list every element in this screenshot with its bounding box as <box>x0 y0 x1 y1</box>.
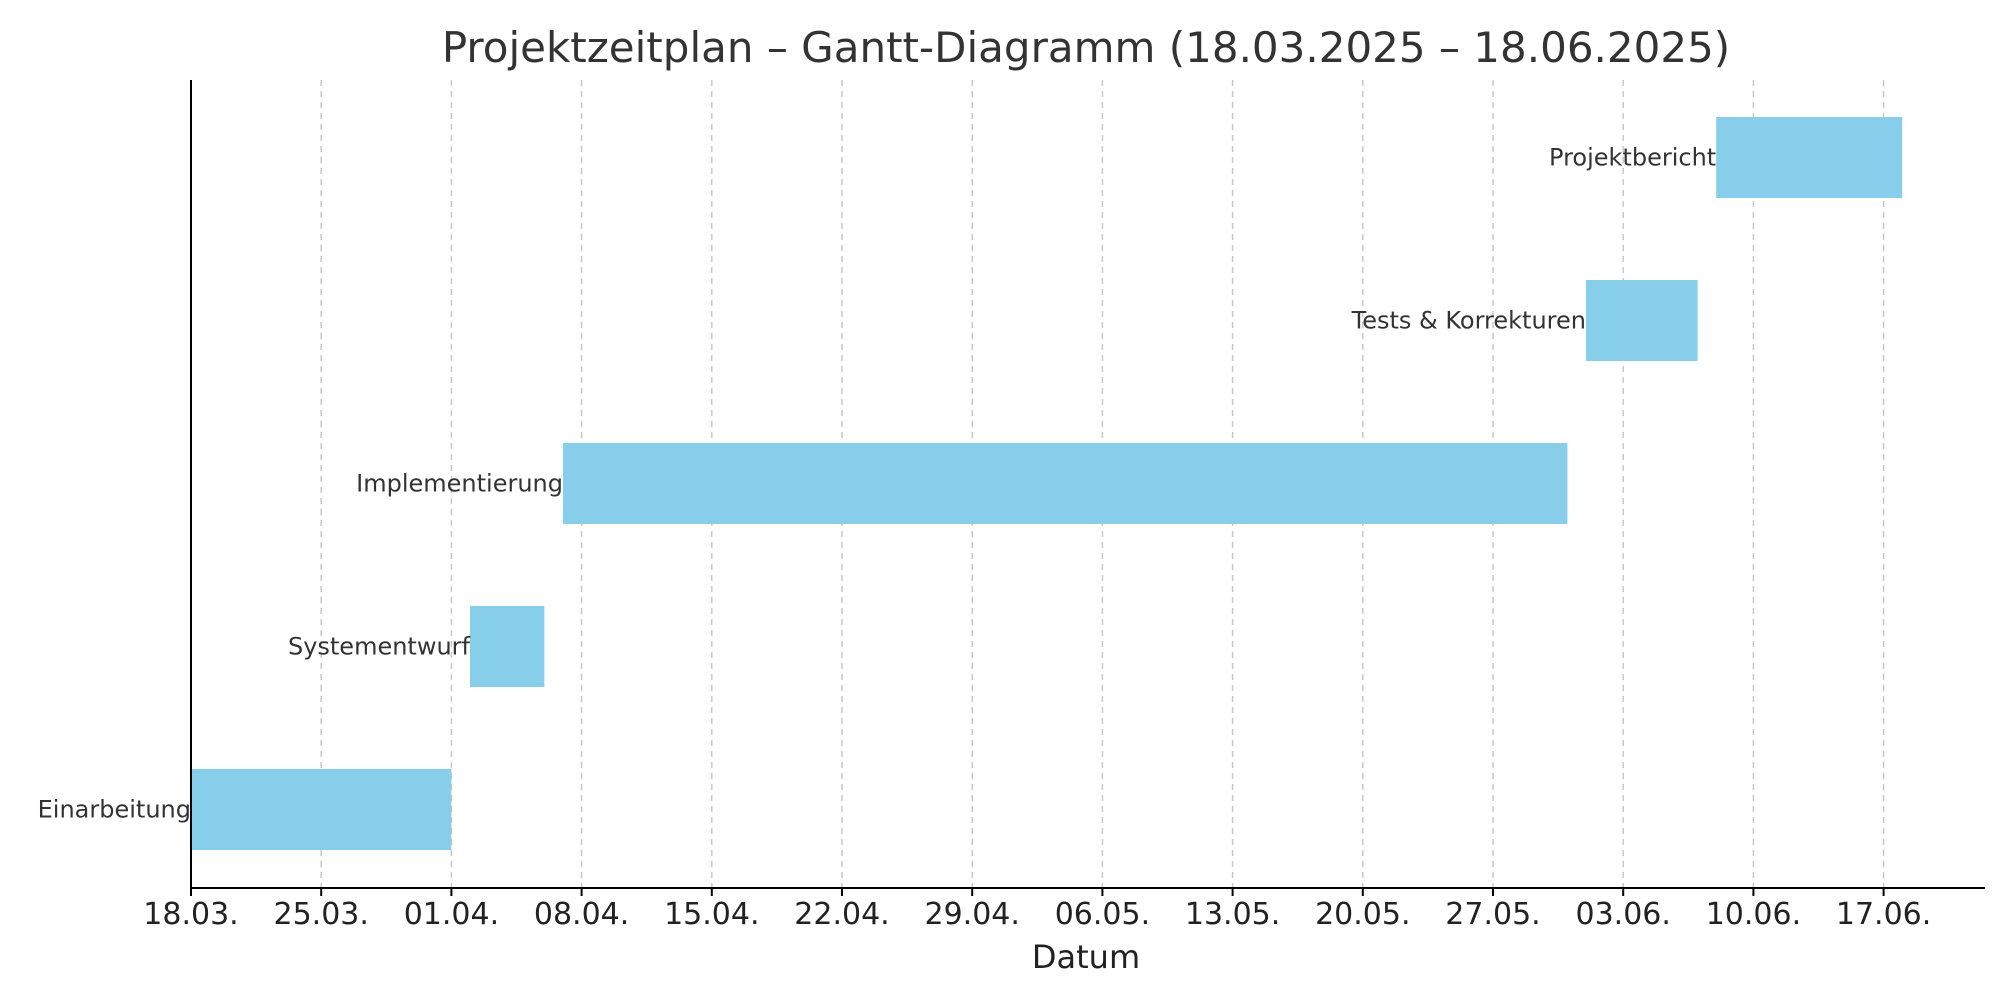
x-tick-label: 13.05. <box>1185 897 1280 932</box>
x-tick-label: 27.05. <box>1445 897 1540 932</box>
x-tick-label: 18.03. <box>143 897 238 932</box>
x-tick-label: 17.06. <box>1836 897 1931 932</box>
task-bar <box>191 769 452 850</box>
x-tick-label: 15.04. <box>664 897 759 932</box>
task-bar <box>1716 117 1903 198</box>
x-tick-label: 03.06. <box>1575 897 1670 932</box>
x-tick-label: 22.04. <box>794 897 889 932</box>
task-label: Implementierung <box>356 470 563 498</box>
task-bar <box>1586 280 1698 361</box>
task-labels: Einarbeitung Systementwurf Implementierung… <box>38 144 1717 824</box>
task-bar <box>563 443 1568 524</box>
task-label: Systementwurf <box>288 633 471 661</box>
grid-lines <box>320 80 1885 888</box>
chart-title: Projektzeitplan – Gantt-Diagramm (18.03.… <box>442 23 1730 72</box>
task-bars <box>191 117 1903 850</box>
axes <box>190 80 1985 896</box>
task-label: Einarbeitung <box>38 796 191 824</box>
x-tick-label: 08.04. <box>534 897 629 932</box>
x-axis-label: Datum <box>1032 938 1140 976</box>
task-label: Tests & Korrekturen <box>1351 307 1586 335</box>
x-tick-label: 10.06. <box>1706 897 1801 932</box>
task-bar <box>470 606 545 687</box>
x-tick-labels: 18.03. 25.03. 01.04. 08.04. 15.04. 22.04. 29.0… <box>143 897 1931 932</box>
x-tick-label: 25.03. <box>273 897 368 932</box>
task-label: Projektbericht <box>1549 144 1716 172</box>
x-tick-label: 06.05. <box>1055 897 1150 932</box>
x-tick-label: 29.04. <box>924 897 1019 932</box>
x-tick-label: 01.04. <box>404 897 499 932</box>
x-tick-label: 20.05. <box>1315 897 1410 932</box>
